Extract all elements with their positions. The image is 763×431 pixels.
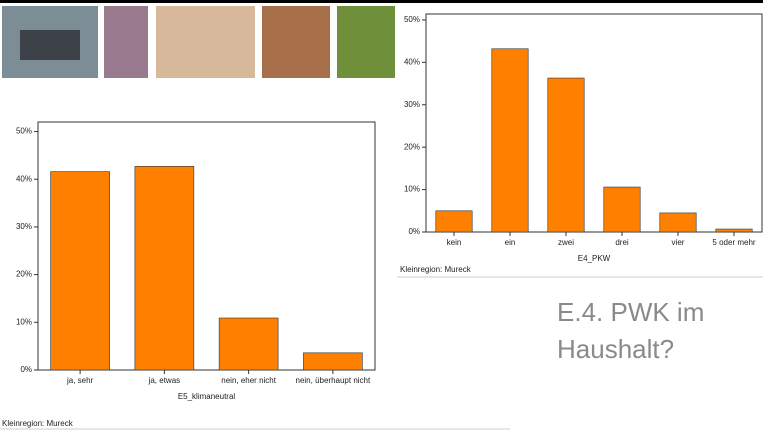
- x-tick-label: ja, sehr: [66, 376, 94, 385]
- plot-frame: [425, 13, 763, 233]
- chart-note: Kleinregion: Mureck: [400, 265, 472, 274]
- photo: [337, 6, 395, 78]
- y-tick-label: 20%: [404, 142, 420, 151]
- x-tick-label: nein, überhaupt nicht: [296, 376, 372, 385]
- bar: [303, 352, 363, 371]
- y-tick-label: 0%: [408, 227, 420, 236]
- y-tick-label: 10%: [404, 185, 420, 194]
- x-tick-label: kein: [447, 238, 462, 247]
- slide-title: E.4. PWK im Haushalt?: [557, 297, 705, 364]
- photo: [156, 6, 255, 78]
- x-tick-label: ein: [505, 238, 516, 247]
- bar: [218, 317, 279, 371]
- x-axis-label: E4_PKW: [578, 254, 611, 263]
- bar: [435, 210, 473, 233]
- y-tick-label: 30%: [16, 222, 32, 231]
- x-tick-label: drei: [615, 238, 629, 247]
- photo: [262, 6, 330, 78]
- bar: [659, 212, 697, 233]
- y-tick-label: 20%: [16, 270, 32, 279]
- y-tick-label: 40%: [404, 57, 420, 66]
- x-axis-label: E5_klimaneutral: [178, 392, 236, 401]
- bar: [491, 48, 529, 233]
- x-tick-label: zwei: [558, 238, 574, 247]
- x-tick-label: 5 oder mehr: [712, 238, 755, 247]
- y-tick-label: 50%: [404, 15, 420, 24]
- x-tick-label: nein, eher nicht: [221, 376, 276, 385]
- y-tick-label: 40%: [16, 174, 32, 183]
- chart-note: Kleinregion: Mureck: [2, 419, 74, 428]
- photo-detail: [20, 30, 80, 60]
- bar: [715, 228, 753, 233]
- plot-frame: [37, 121, 376, 371]
- top-bar: [0, 0, 763, 3]
- y-tick-label: 0%: [20, 365, 32, 374]
- bar: [50, 171, 110, 371]
- bar: [134, 166, 195, 371]
- y-tick-label: 30%: [404, 100, 420, 109]
- photo: [104, 6, 148, 78]
- x-tick-label: ja, etwas: [148, 376, 181, 385]
- y-tick-label: 50%: [16, 127, 32, 136]
- y-tick-label: 10%: [16, 317, 32, 326]
- bar: [603, 186, 641, 233]
- bar: [547, 77, 585, 233]
- x-tick-label: vier: [672, 238, 685, 247]
